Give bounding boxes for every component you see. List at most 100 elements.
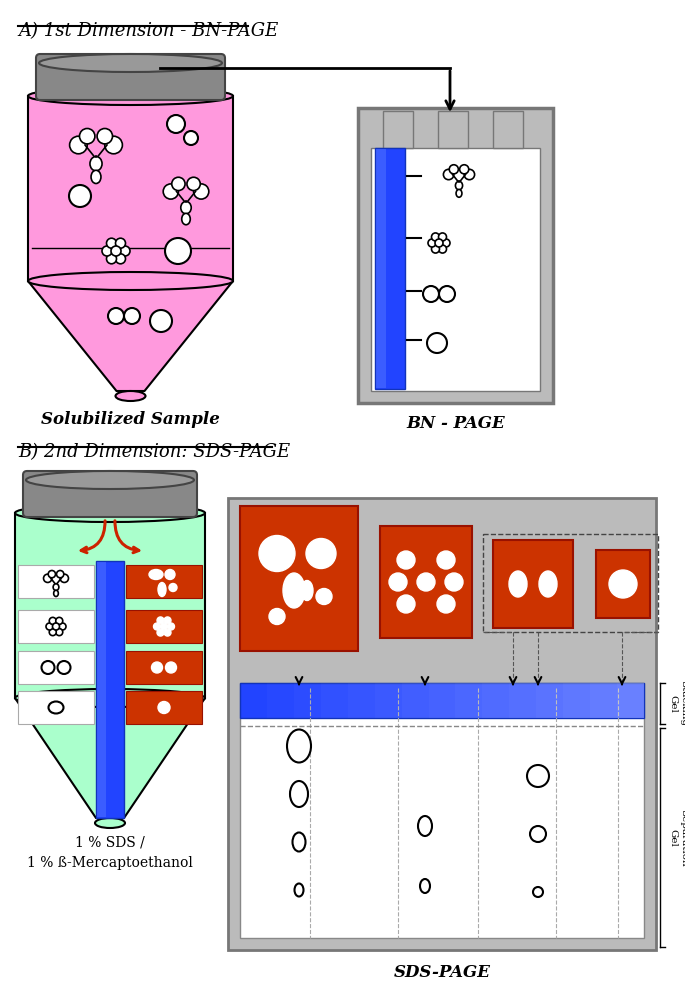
- Circle shape: [157, 617, 164, 624]
- Text: 1 % SDS /
1 % ß-Mercaptoethanol: 1 % SDS / 1 % ß-Mercaptoethanol: [27, 836, 193, 869]
- Ellipse shape: [301, 580, 313, 601]
- Ellipse shape: [53, 590, 58, 596]
- Bar: [563, 683, 590, 718]
- Ellipse shape: [509, 571, 527, 597]
- Circle shape: [442, 239, 450, 247]
- Bar: [456, 683, 482, 718]
- Circle shape: [435, 239, 443, 247]
- Bar: [96, 561, 124, 818]
- Circle shape: [269, 609, 285, 625]
- Circle shape: [57, 571, 64, 577]
- Circle shape: [389, 573, 407, 591]
- Circle shape: [439, 286, 455, 302]
- Circle shape: [102, 246, 112, 256]
- Circle shape: [194, 184, 209, 199]
- Circle shape: [163, 184, 178, 199]
- Circle shape: [527, 765, 549, 787]
- Ellipse shape: [53, 583, 59, 590]
- Circle shape: [423, 286, 439, 302]
- Ellipse shape: [539, 571, 557, 597]
- Circle shape: [160, 623, 168, 630]
- Bar: [18, 691, 94, 724]
- Bar: [536, 683, 563, 718]
- Ellipse shape: [149, 570, 163, 579]
- Circle shape: [55, 628, 63, 635]
- Circle shape: [259, 535, 295, 572]
- Circle shape: [106, 239, 116, 248]
- Circle shape: [432, 233, 440, 241]
- Circle shape: [53, 623, 60, 630]
- Bar: [482, 683, 510, 718]
- Circle shape: [59, 623, 66, 630]
- Bar: [358, 108, 553, 403]
- Bar: [18, 610, 94, 643]
- Circle shape: [168, 623, 175, 630]
- Ellipse shape: [90, 156, 102, 171]
- Bar: [376, 149, 386, 388]
- Bar: [438, 111, 468, 148]
- Circle shape: [445, 573, 463, 591]
- Ellipse shape: [181, 201, 191, 214]
- Bar: [348, 683, 375, 718]
- Ellipse shape: [158, 582, 166, 596]
- Bar: [28, 96, 233, 281]
- Circle shape: [58, 661, 71, 674]
- Circle shape: [70, 136, 87, 154]
- Circle shape: [49, 618, 56, 625]
- Ellipse shape: [456, 182, 462, 190]
- Bar: [383, 111, 413, 148]
- Text: Separation
Gel: Separation Gel: [668, 808, 685, 866]
- Circle shape: [111, 246, 121, 256]
- Circle shape: [533, 887, 543, 897]
- Circle shape: [187, 177, 200, 191]
- Circle shape: [44, 574, 52, 582]
- Ellipse shape: [116, 391, 145, 401]
- Circle shape: [120, 246, 130, 256]
- Ellipse shape: [420, 879, 430, 893]
- Circle shape: [116, 239, 125, 248]
- Circle shape: [437, 551, 455, 569]
- Bar: [590, 683, 617, 718]
- Circle shape: [116, 253, 125, 264]
- Bar: [321, 683, 348, 718]
- Circle shape: [164, 629, 171, 636]
- Circle shape: [449, 165, 458, 174]
- Bar: [294, 683, 321, 718]
- Bar: [596, 550, 650, 618]
- Circle shape: [79, 129, 95, 144]
- Circle shape: [427, 333, 447, 353]
- Circle shape: [169, 583, 177, 591]
- Circle shape: [108, 308, 124, 324]
- Ellipse shape: [91, 170, 101, 184]
- Circle shape: [46, 623, 53, 630]
- Ellipse shape: [295, 884, 303, 897]
- Circle shape: [69, 185, 91, 207]
- Ellipse shape: [283, 573, 305, 608]
- Bar: [375, 683, 401, 718]
- Circle shape: [124, 308, 140, 324]
- Bar: [97, 562, 106, 817]
- Circle shape: [42, 661, 55, 674]
- Ellipse shape: [28, 272, 233, 290]
- Text: BN - PAGE: BN - PAGE: [406, 415, 505, 432]
- Text: SDS-PAGE: SDS-PAGE: [394, 964, 490, 981]
- Circle shape: [397, 551, 415, 569]
- Ellipse shape: [39, 54, 222, 72]
- Ellipse shape: [287, 730, 311, 762]
- Circle shape: [428, 239, 436, 247]
- Ellipse shape: [418, 816, 432, 836]
- Bar: [126, 610, 202, 643]
- Circle shape: [438, 246, 447, 253]
- Ellipse shape: [15, 689, 205, 707]
- Ellipse shape: [26, 471, 194, 489]
- Circle shape: [106, 253, 116, 264]
- Bar: [401, 683, 429, 718]
- Circle shape: [97, 129, 112, 144]
- Ellipse shape: [182, 213, 190, 225]
- Bar: [18, 565, 94, 598]
- Circle shape: [157, 629, 164, 636]
- Bar: [126, 651, 202, 684]
- Bar: [510, 683, 536, 718]
- Circle shape: [397, 595, 415, 613]
- Bar: [126, 691, 202, 724]
